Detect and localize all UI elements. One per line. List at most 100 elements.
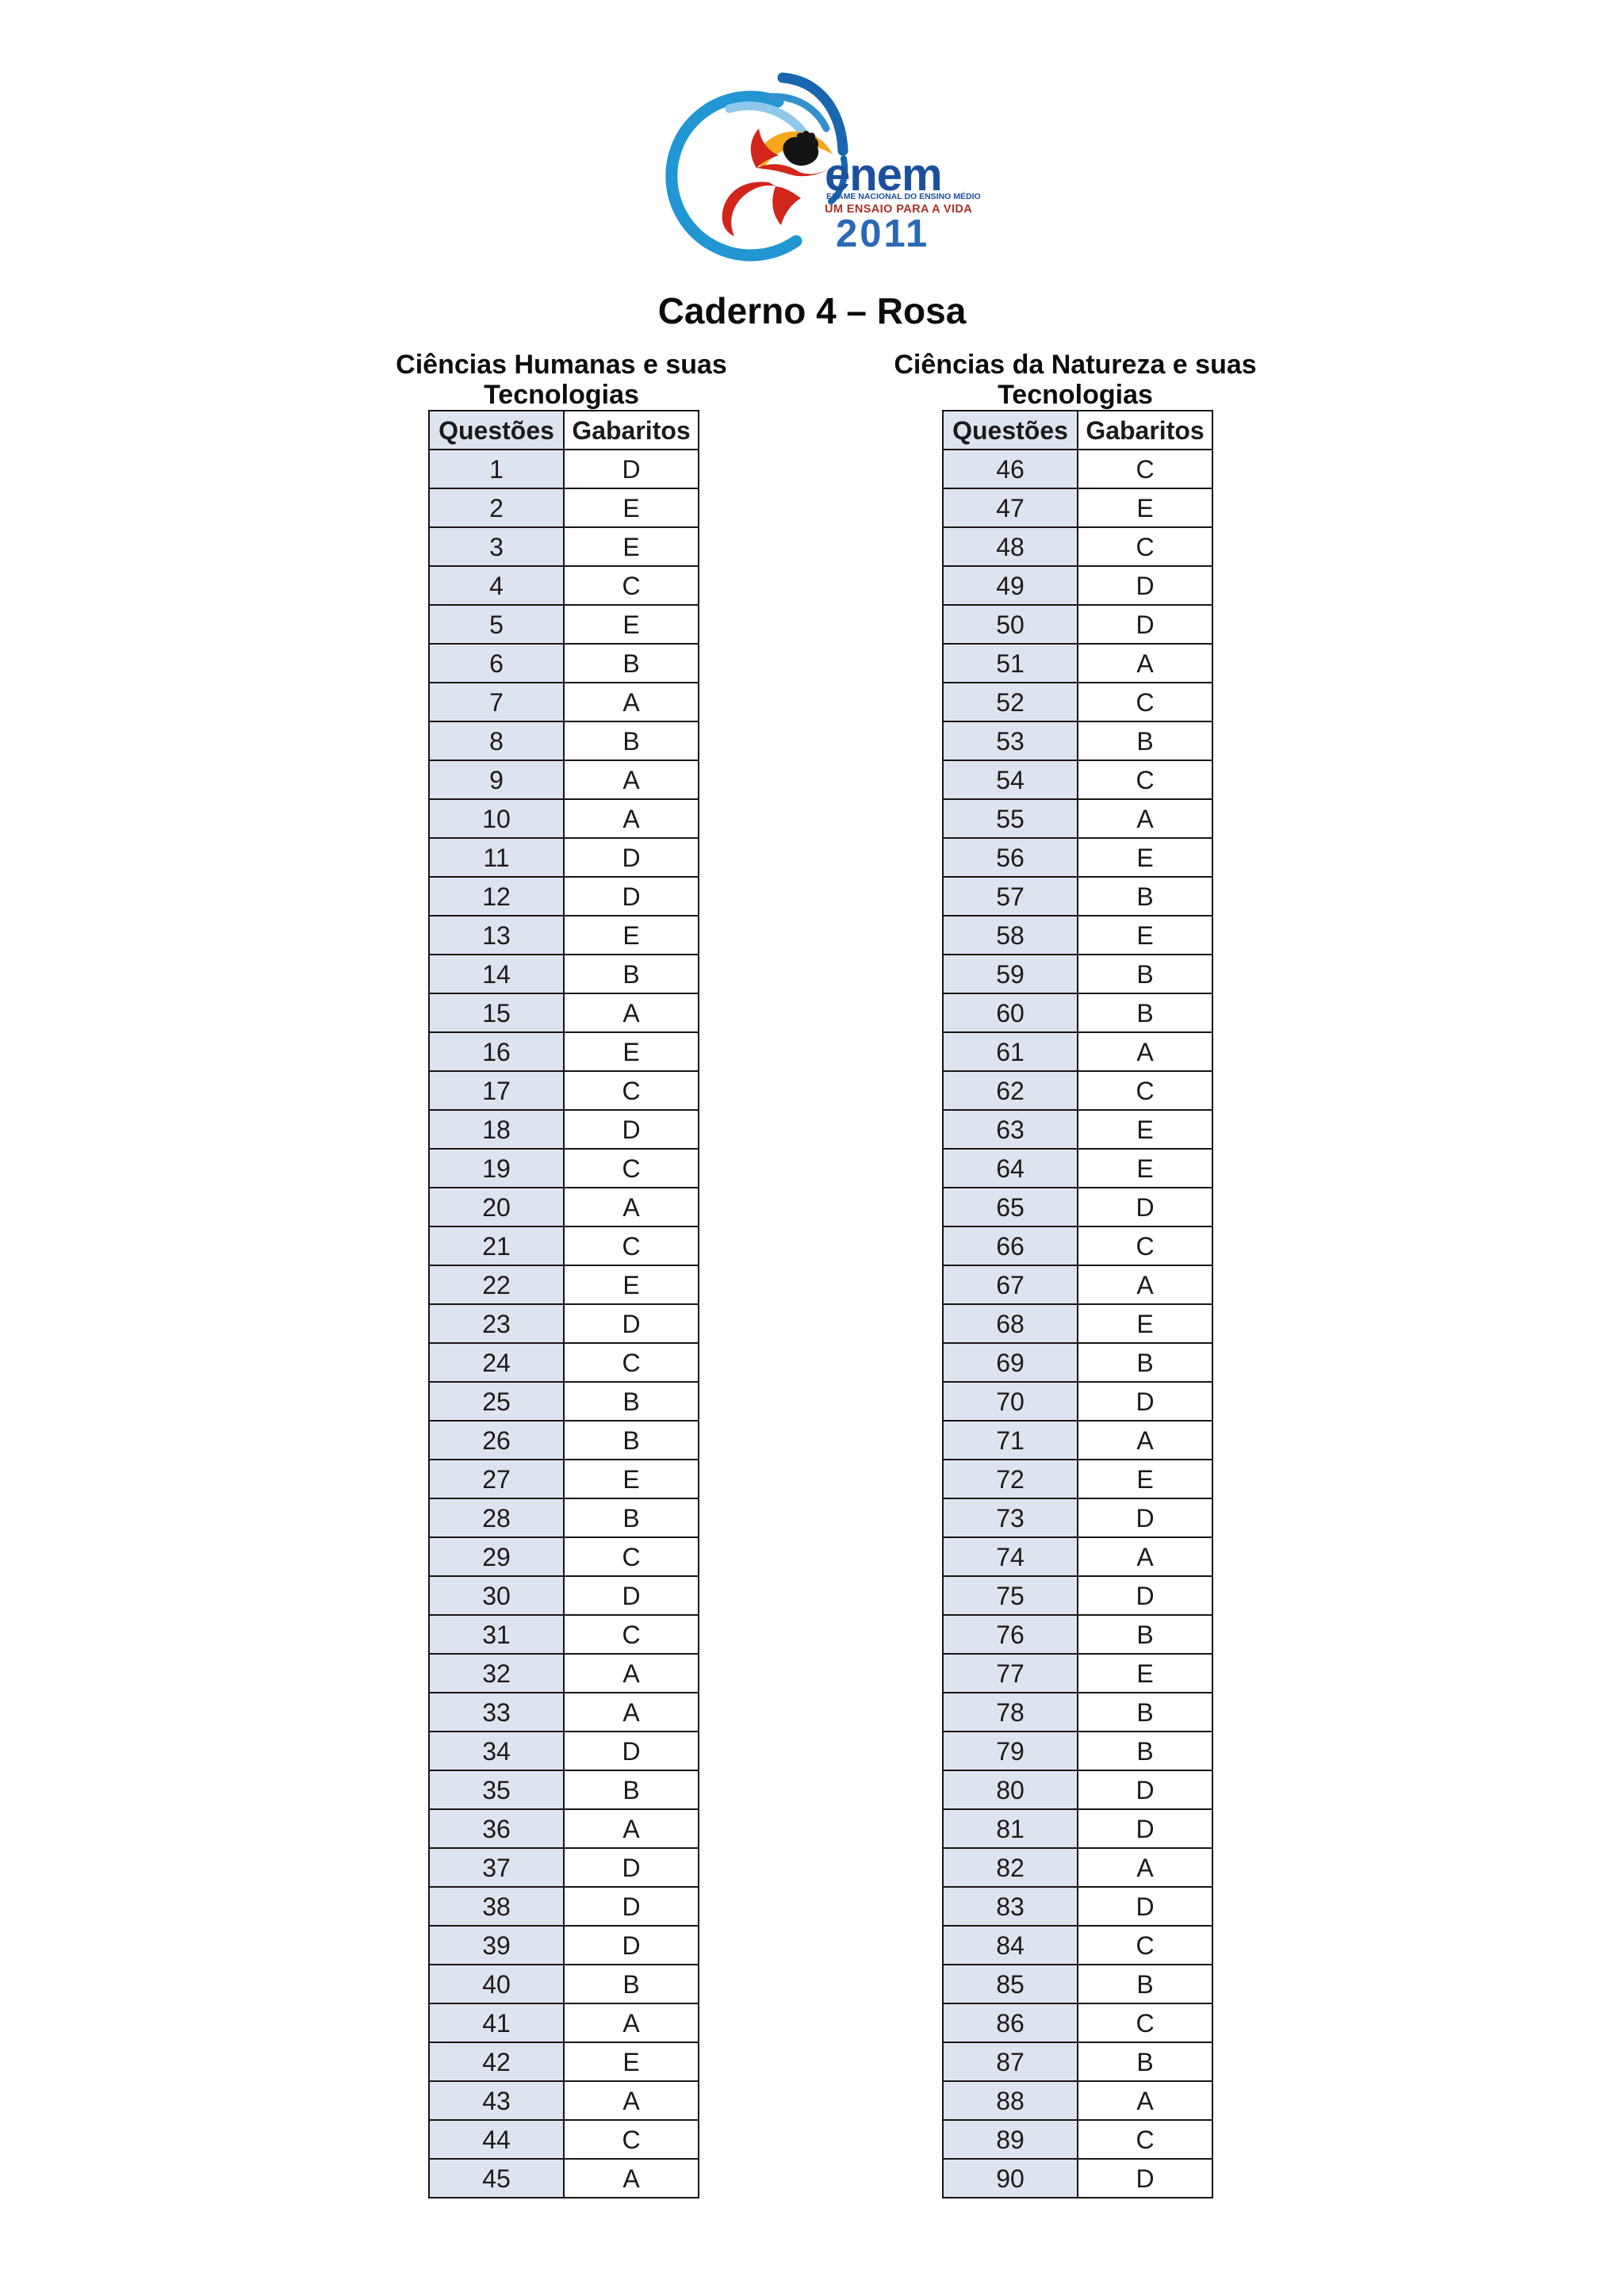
answer-cell: E — [563, 1459, 699, 1499]
question-cell: 49 — [942, 565, 1078, 606]
table-row: 72 E — [942, 1459, 1213, 1499]
table-row: 13 E — [428, 915, 699, 955]
table-row: 29 C — [428, 1536, 699, 1577]
answer-cell: E — [1077, 488, 1213, 528]
table-row: 54 C — [942, 760, 1213, 800]
table-row: 50 D — [942, 604, 1213, 645]
answer-cell: C — [1077, 526, 1213, 567]
table-row: 76 B — [942, 1614, 1213, 1655]
question-cell: 59 — [942, 954, 1078, 994]
question-cell: 77 — [942, 1653, 1078, 1693]
answer-cell: B — [1077, 954, 1213, 994]
table-row: 85 B — [942, 1964, 1213, 2004]
table-row: 43 A — [428, 2080, 699, 2121]
table-row: 32 A — [428, 1653, 699, 1693]
answer-cell: B — [1077, 2042, 1213, 2082]
question-cell: 60 — [942, 993, 1078, 1033]
question-cell: 48 — [942, 526, 1078, 567]
answer-cell: A — [1077, 798, 1213, 839]
question-cell: 37 — [428, 1847, 565, 1888]
answer-cell: D — [563, 876, 699, 916]
answer-cell: C — [563, 1536, 699, 1577]
answer-cell: D — [1077, 1886, 1213, 1927]
table-row: 28 B — [428, 1498, 699, 1538]
question-cell: 12 — [428, 876, 565, 916]
question-cell: 3 — [428, 526, 565, 567]
table-row: 27 E — [428, 1459, 699, 1499]
question-cell: 83 — [942, 1886, 1078, 1927]
table-row: 16 E — [428, 1031, 699, 1072]
table-row: 44 C — [428, 2119, 699, 2160]
answer-cell: B — [1077, 1342, 1213, 1383]
answer-cell: C — [1077, 682, 1213, 722]
answer-cell: D — [1077, 1575, 1213, 1616]
table-row: 18 D — [428, 1109, 699, 1150]
table-row: 17 C — [428, 1070, 699, 1111]
gabaritos-column-header: Gabaritos — [563, 410, 699, 450]
question-cell: 11 — [428, 837, 565, 878]
answer-cell: B — [1077, 721, 1213, 761]
question-cell: 50 — [942, 604, 1078, 645]
answer-cell: B — [1077, 1692, 1213, 1732]
answer-cell: D — [1077, 1498, 1213, 1538]
table-row: 63 E — [942, 1109, 1213, 1150]
answer-cell: A — [563, 2158, 699, 2198]
table-row: 30 D — [428, 1575, 699, 1616]
question-cell: 64 — [942, 1148, 1078, 1188]
questoes-column-header: Questões — [428, 410, 565, 450]
table-row: 58 E — [942, 915, 1213, 955]
question-cell: 56 — [942, 837, 1078, 878]
question-cell: 43 — [428, 2080, 565, 2121]
question-cell: 6 — [428, 643, 565, 683]
answer-cell: B — [1077, 1614, 1213, 1655]
table-row: 83 D — [942, 1886, 1213, 1927]
table-row: 77 E — [942, 1653, 1213, 1693]
table-row: 81 D — [942, 1808, 1213, 1849]
question-cell: 68 — [942, 1303, 1078, 1344]
answer-cell: D — [1077, 1381, 1213, 1422]
table-row: 38 D — [428, 1886, 699, 1927]
question-cell: 62 — [942, 1070, 1078, 1111]
answer-cell: A — [1077, 1847, 1213, 1888]
logo-swoosh-primary-icon — [777, 72, 848, 156]
header-row: Questões Gabaritos — [428, 410, 699, 450]
question-cell: 63 — [942, 1109, 1078, 1150]
answer-cell: D — [1077, 604, 1213, 645]
enem-logo-art — [665, 72, 848, 262]
answer-cell: B — [563, 1964, 699, 2004]
answer-cell: B — [1077, 876, 1213, 916]
question-cell: 71 — [942, 1420, 1078, 1460]
answer-cell: A — [563, 1692, 699, 1732]
natureza-table-head: Questões Gabaritos — [942, 410, 1213, 450]
question-cell: 61 — [942, 1031, 1078, 1072]
table-row: 40 B — [428, 1964, 699, 2004]
table-row: 46 C — [942, 449, 1213, 489]
question-cell: 16 — [428, 1031, 565, 1072]
table-row: 31 C — [428, 1614, 699, 1655]
answer-cell: D — [1077, 2158, 1213, 2198]
answer-cell: E — [563, 488, 699, 528]
answer-cell: C — [563, 1614, 699, 1655]
question-cell: 75 — [942, 1575, 1078, 1616]
answer-cell: A — [563, 2080, 699, 2121]
answer-cell: B — [563, 1498, 699, 1538]
table-row: 59 B — [942, 954, 1213, 994]
table-row: 78 B — [942, 1692, 1213, 1732]
table-row: 47 E — [942, 488, 1213, 528]
answer-cell: D — [563, 1303, 699, 1344]
table-row: 82 A — [942, 1847, 1213, 1888]
answer-cell: C — [563, 2119, 699, 2160]
table-row: 55 A — [942, 798, 1213, 839]
question-cell: 4 — [428, 565, 565, 606]
table-row: 66 C — [942, 1226, 1213, 1266]
table-row: 23 D — [428, 1303, 699, 1344]
table-row: 11 D — [428, 837, 699, 878]
answer-cell: B — [563, 1381, 699, 1422]
answer-cell: B — [563, 1770, 699, 1810]
answer-cell: E — [1077, 915, 1213, 955]
answer-cell: A — [563, 1653, 699, 1693]
answer-cell: B — [563, 643, 699, 683]
humanas-table-body: 1 D 2 E 3 E 4 C 5 E 6 B 7 A 8 B 9 A 10 A 11 D 12 D 13 E 14 B 15 A 16 E 1… — [428, 449, 699, 2198]
question-cell: 80 — [942, 1770, 1078, 1810]
